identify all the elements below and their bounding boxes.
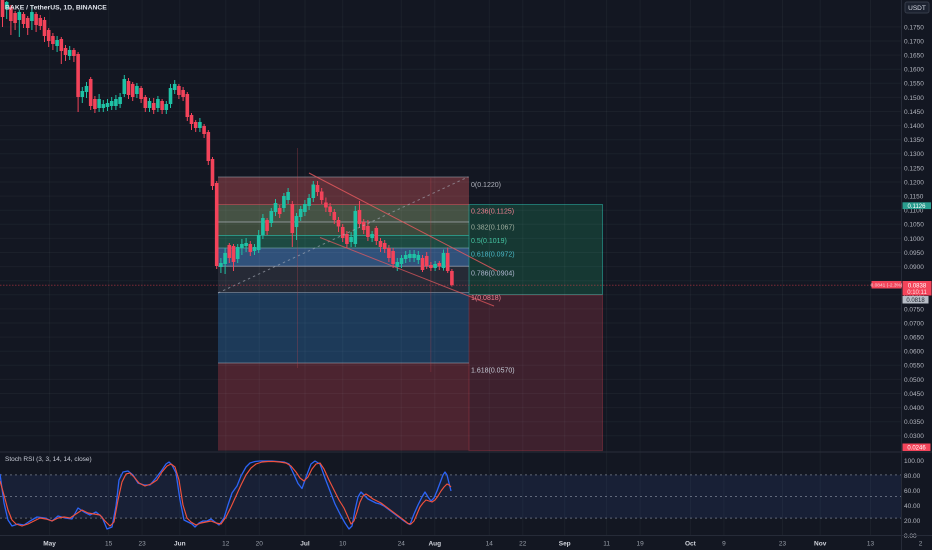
svg-text:0.786(0.0904): 0.786(0.0904) — [471, 270, 515, 277]
svg-text:0.1600: 0.1600 — [904, 67, 924, 74]
svg-text:0(0.1220): 0(0.1220) — [471, 182, 501, 189]
svg-text:0.0300: 0.0300 — [904, 433, 924, 440]
svg-text:Nov: Nov — [814, 541, 827, 548]
svg-text:40.00: 40.00 — [904, 503, 921, 510]
svg-text:14: 14 — [486, 541, 494, 548]
svg-text:0.1500: 0.1500 — [904, 95, 924, 102]
svg-text:0.1200: 0.1200 — [904, 179, 924, 186]
svg-text:0.0650: 0.0650 — [904, 335, 924, 342]
svg-text:24: 24 — [398, 541, 406, 548]
svg-text:Aug: Aug — [428, 541, 441, 548]
svg-text:0.0841 (-2.3%): 0.0841 (-2.3%) — [871, 283, 903, 289]
svg-text:0.00: 0.00 — [904, 533, 917, 540]
svg-text:0.382(0.1067): 0.382(0.1067) — [471, 224, 515, 231]
svg-text:0.0400: 0.0400 — [904, 405, 924, 412]
svg-text:Oct: Oct — [685, 541, 697, 548]
svg-text:Jul: Jul — [300, 541, 310, 548]
svg-text:Stoch RSI (3, 3, 14, 14, close: Stoch RSI (3, 3, 14, 14, close) — [5, 456, 92, 463]
svg-text:0.1700: 0.1700 — [904, 38, 924, 45]
svg-text:11: 11 — [603, 541, 610, 548]
svg-text:1.618(0.0570): 1.618(0.0570) — [471, 367, 515, 374]
svg-text:0.236(0.1125): 0.236(0.1125) — [471, 208, 514, 215]
svg-text:0.1750: 0.1750 — [904, 24, 924, 31]
svg-text:Jun: Jun — [174, 541, 186, 548]
svg-text:20.00: 20.00 — [904, 518, 921, 525]
svg-text:19: 19 — [636, 541, 644, 548]
svg-text:0.1050: 0.1050 — [904, 222, 924, 229]
svg-text:0.0900: 0.0900 — [904, 264, 924, 271]
svg-text:23: 23 — [138, 541, 146, 548]
svg-text:0.0246: 0.0246 — [907, 446, 926, 452]
svg-text:13: 13 — [867, 541, 875, 548]
svg-text:0.1100: 0.1100 — [904, 208, 924, 215]
svg-text:0.0750: 0.0750 — [904, 306, 924, 313]
svg-text:2: 2 — [919, 541, 923, 548]
svg-text:0.1126: 0.1126 — [908, 204, 927, 210]
svg-text:10: 10 — [339, 541, 347, 548]
svg-text:0.0800: 0.0800 — [904, 292, 924, 299]
svg-text:0.0600: 0.0600 — [904, 349, 924, 356]
svg-text:0.0818: 0.0818 — [906, 298, 925, 304]
svg-text:0.0500: 0.0500 — [904, 377, 924, 384]
svg-text:0.0838: 0.0838 — [908, 283, 927, 289]
svg-text:0.618(0.0972): 0.618(0.0972) — [471, 251, 515, 258]
svg-text:0:10:11: 0:10:11 — [907, 290, 927, 296]
svg-text:USDT: USDT — [908, 5, 926, 12]
svg-text:60.00: 60.00 — [904, 488, 921, 495]
svg-text:0.1400: 0.1400 — [904, 123, 924, 130]
svg-text:80.00: 80.00 — [904, 473, 921, 480]
svg-text:0.5(0.1019): 0.5(0.1019) — [471, 238, 507, 245]
svg-text:0.1300: 0.1300 — [904, 151, 924, 158]
svg-text:0.1650: 0.1650 — [904, 53, 924, 60]
svg-text:0.1150: 0.1150 — [904, 194, 924, 201]
svg-text:Sep: Sep — [559, 541, 571, 548]
svg-text:0.0950: 0.0950 — [904, 250, 924, 257]
svg-text:0.1450: 0.1450 — [904, 109, 924, 116]
svg-text:12: 12 — [222, 541, 230, 548]
svg-text:0.0700: 0.0700 — [904, 320, 924, 327]
svg-text:22: 22 — [519, 541, 527, 548]
svg-text:0.1250: 0.1250 — [904, 165, 924, 172]
svg-text:9: 9 — [722, 541, 726, 548]
svg-text:0.0450: 0.0450 — [904, 391, 924, 398]
svg-text:May: May — [43, 541, 56, 548]
svg-text:0.0350: 0.0350 — [904, 419, 924, 426]
svg-text:0.1350: 0.1350 — [904, 137, 924, 144]
svg-text:BAKE / TetherUS, 1D, BINANCE: BAKE / TetherUS, 1D, BINANCE — [5, 5, 107, 12]
svg-text:15: 15 — [105, 541, 113, 548]
svg-text:100.00: 100.00 — [904, 458, 924, 465]
svg-text:0.1550: 0.1550 — [904, 81, 924, 88]
svg-text:1(0.0818): 1(0.0818) — [471, 295, 501, 302]
svg-text:0.0550: 0.0550 — [904, 363, 924, 370]
svg-text:23: 23 — [779, 541, 787, 548]
svg-text:0.1000: 0.1000 — [904, 236, 924, 243]
svg-text:20: 20 — [256, 541, 264, 548]
